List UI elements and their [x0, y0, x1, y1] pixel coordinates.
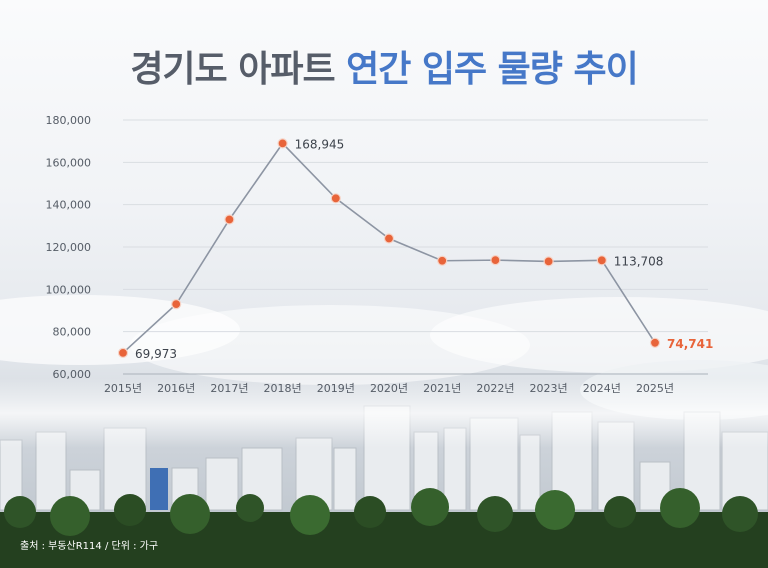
data-label: 113,708 — [614, 254, 664, 268]
data-point — [437, 255, 448, 266]
data-point — [277, 138, 288, 149]
data-point — [649, 337, 661, 348]
y-tick-label: 80,000 — [53, 326, 92, 339]
series — [117, 138, 661, 358]
y-tick-label: 120,000 — [46, 241, 92, 254]
forest — [0, 488, 768, 568]
data-point — [330, 193, 341, 204]
y-tick-label: 60,000 — [53, 368, 92, 381]
x-tick-label: 2024년 — [583, 382, 621, 395]
data-label: 74,741 — [667, 337, 713, 351]
data-point — [171, 299, 182, 310]
data-point — [224, 214, 235, 225]
grid — [123, 119, 708, 375]
y-tick-label: 160,000 — [46, 156, 92, 169]
x-tick-label: 2015년 — [104, 382, 142, 395]
y-tick-label: 140,000 — [46, 199, 92, 212]
y-tick-label: 180,000 — [46, 114, 92, 127]
page-title: 경기도 아파트 연간 입주 물량 추이 — [0, 40, 768, 92]
x-axis: 2015년 2016년 2017년 2018년 2019년 2020년 2021년 2022년… — [104, 382, 674, 395]
x-tick-label: 2021년 — [423, 382, 461, 395]
source-note: 출처 : 부동산R114 / 단위 : 가구 — [20, 541, 159, 552]
data-point — [490, 255, 501, 266]
x-tick-label: 2018년 — [264, 382, 302, 395]
x-tick-label: 2022년 — [476, 382, 514, 395]
data-point — [543, 256, 554, 267]
data-point — [383, 233, 395, 244]
x-tick-label: 2025년 — [636, 382, 674, 395]
x-tick-label: 2016년 — [157, 382, 195, 395]
data-label: 69,973 — [135, 347, 177, 361]
x-tick-label: 2023년 — [530, 382, 568, 395]
y-tick-label: 100,000 — [46, 283, 92, 296]
series-line — [122, 142, 656, 354]
title-part-1: 경기도 아파트 — [130, 49, 335, 90]
data-point — [117, 347, 129, 358]
data-labels: 69,973 168,945 113,708 74,741 — [135, 137, 713, 360]
title-part-2: 연간 입주 물량 추이 — [346, 49, 639, 90]
x-tick-label: 2019년 — [317, 382, 355, 395]
x-tick-label: 2020년 — [370, 382, 408, 395]
data-label: 168,945 — [295, 137, 345, 151]
data-point — [596, 255, 607, 266]
y-axis: 60,000 80,000 100,000 120,000 140,000 160,000… — [46, 114, 92, 381]
x-tick-label: 2017년 — [210, 382, 248, 395]
